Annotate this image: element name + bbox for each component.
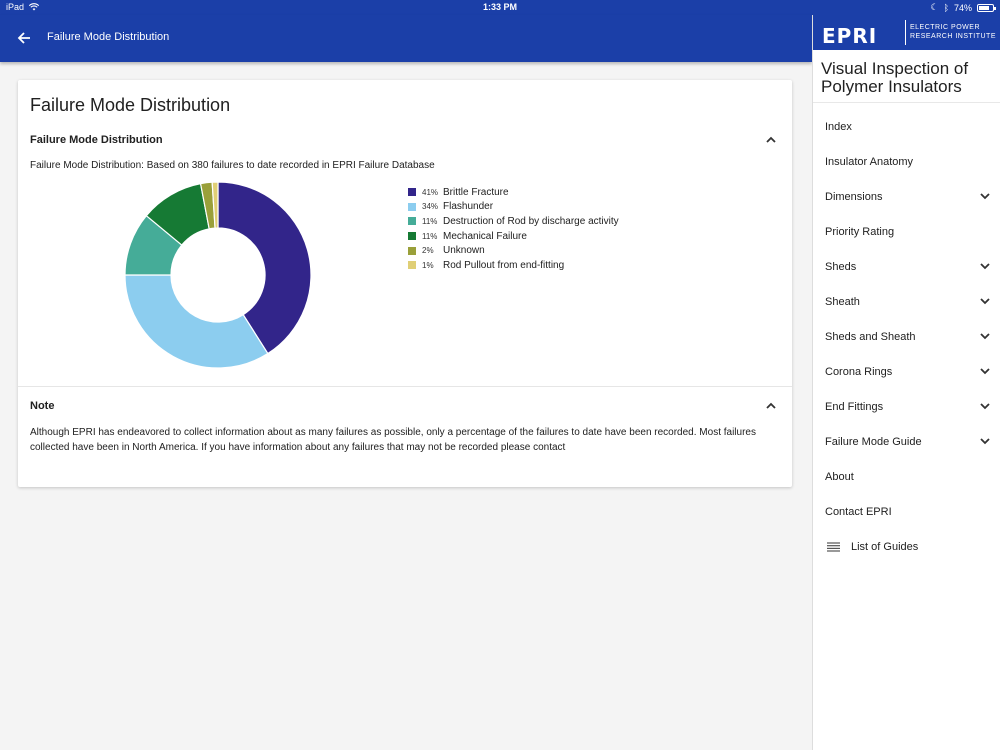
- chevron-up-icon[interactable]: [764, 399, 778, 413]
- nav-item-sheds-and-sheath[interactable]: Sheds and Sheath: [813, 319, 1000, 354]
- brand-header: EPRI ELECTRIC POWER RESEARCH INSTITUTE: [813, 15, 1000, 50]
- nav-item-label: Insulator Anatomy: [825, 155, 914, 168]
- note-title: Note: [30, 400, 55, 412]
- chevron-down-icon[interactable]: [979, 330, 991, 342]
- chevron-up-icon[interactable]: [764, 133, 778, 147]
- arrow-left-icon: [17, 32, 30, 44]
- nav-item-label: Sheath: [825, 295, 860, 308]
- legend-percent: 2%: [422, 246, 434, 256]
- chevron-down-icon[interactable]: [979, 260, 991, 272]
- legend-item: 34% Flashunder: [408, 200, 619, 215]
- nav-item-label: Sheds: [825, 260, 857, 273]
- battery-percent: 74%: [953, 2, 972, 13]
- pie-slice-rod-pullout-from-end-fitting: [211, 181, 219, 229]
- bluetooth-icon: ᛒ: [943, 2, 949, 13]
- moon-icon: ☾: [930, 2, 939, 12]
- nav-item-end-fittings[interactable]: End Fittings: [813, 389, 1000, 424]
- nav-item-index[interactable]: Index: [813, 109, 1000, 144]
- legend-item: 2% Unknown: [408, 243, 619, 258]
- legend-swatch: [408, 217, 416, 226]
- nav-item-label: About: [825, 470, 854, 483]
- logo-subtitle: ELECTRIC POWER RESEARCH INSTITUTE: [910, 23, 996, 41]
- nav-item-dimensions[interactable]: Dimensions: [813, 179, 1000, 214]
- nav-item-label: Failure Mode Guide: [825, 435, 922, 448]
- nav-item-label: Contact EPRI: [825, 505, 892, 518]
- battery-icon: [977, 3, 996, 12]
- nav-item-label: List of Guides: [851, 540, 919, 553]
- wifi-icon: [29, 3, 40, 11]
- legend-label: Flashunder: [443, 201, 494, 213]
- legend-swatch: [408, 232, 416, 241]
- legend-item: 11% Mechanical Failure: [408, 229, 619, 244]
- nav-item-contact-epri[interactable]: Contact EPRI: [813, 494, 1000, 529]
- nav-item-list-of-guides[interactable]: List of Guides: [813, 529, 1000, 564]
- app-title: Visual Inspection of Polymer Insulators: [821, 59, 969, 96]
- legend-swatch: [408, 202, 416, 211]
- drawer-divider: [813, 102, 1000, 103]
- legend-percent: 11%: [422, 216, 438, 226]
- note-text: Although EPRI has endeavored to collect …: [30, 427, 756, 453]
- app-bar-title: Failure Mode Distribution: [47, 31, 170, 43]
- legend-label: Brittle Fracture: [443, 186, 509, 198]
- device-label: iPad: [6, 2, 25, 12]
- chevron-down-icon[interactable]: [979, 400, 991, 412]
- section-title: Failure Mode Distribution: [30, 134, 163, 146]
- legend-percent: 41%: [422, 187, 439, 197]
- chart-legend: 41% Brittle Fracture 34% Flashunder 11% Destr…: [408, 185, 619, 273]
- status-right: ☾ ᛒ 74%: [930, 2, 996, 13]
- legend-item: 11% Destruction of Rod by discharge activ…: [408, 214, 619, 229]
- logo-subtitle-line-1: ELECTRIC POWER: [910, 24, 981, 31]
- legend-item: 1% Rod Pullout from end-fitting: [408, 258, 619, 273]
- legend-swatch: [408, 261, 416, 270]
- legend-label: Unknown: [443, 245, 485, 257]
- legend-percent: 34%: [422, 202, 439, 212]
- status-bar: iPad 1:33 PM ☾ ᛒ 74%: [0, 0, 1000, 15]
- card-heading: Failure Mode Distribution: [30, 95, 231, 115]
- nav-item-insulator-anatomy[interactable]: Insulator Anatomy: [813, 144, 1000, 179]
- battery-level: [979, 5, 989, 10]
- status-time: 1:33 PM: [482, 2, 517, 12]
- pie-slice-brittle-fracture: [217, 181, 312, 355]
- chevron-down-icon[interactable]: [979, 190, 991, 202]
- status-left: iPad: [6, 2, 40, 12]
- nav-drawer: EPRI ELECTRIC POWER RESEARCH INSTITUTE V…: [812, 15, 1000, 750]
- nav-item-sheds[interactable]: Sheds: [813, 249, 1000, 284]
- legend-swatch: [408, 188, 416, 197]
- epri-logo: EPRI: [822, 24, 878, 48]
- nav-item-priority-rating[interactable]: Priority Rating: [813, 214, 1000, 249]
- logo-divider: [905, 20, 906, 45]
- logo-subtitle-line-2: RESEARCH INSTITUTE: [910, 33, 997, 40]
- chart-description: Failure Mode Distribution: Based on 380 …: [30, 160, 435, 171]
- legend-swatch: [408, 246, 416, 255]
- back-button[interactable]: [14, 28, 34, 48]
- nav-item-label: Sheds and Sheath: [825, 330, 916, 343]
- legend-percent: 11%: [422, 231, 438, 241]
- section-divider: [18, 386, 792, 387]
- nav-list: Index Insulator Anatomy Dimensions Priority…: [813, 109, 1000, 564]
- nav-item-label: Priority Rating: [825, 225, 895, 238]
- app-bar: Failure Mode Distribution: [0, 15, 812, 62]
- nav-item-label: Index: [825, 120, 852, 133]
- nav-item-sheath[interactable]: Sheath: [813, 284, 1000, 319]
- content-card: Failure Mode Distribution Failure Mode D…: [18, 80, 792, 487]
- pie-slice-flashunder: [124, 274, 269, 369]
- nav-item-corona-rings[interactable]: Corona Rings: [813, 354, 1000, 389]
- legend-item: 41% Brittle Fracture: [408, 185, 619, 200]
- list-icon: [827, 541, 840, 552]
- chevron-down-icon[interactable]: [979, 435, 991, 447]
- legend-label: Destruction of Rod by discharge activity: [443, 215, 619, 227]
- nav-item-label: Dimensions: [825, 190, 883, 203]
- nav-item-about[interactable]: About: [813, 459, 1000, 494]
- nav-item-failure-mode-guide[interactable]: Failure Mode Guide: [813, 424, 1000, 459]
- nav-item-label: End Fittings: [825, 400, 884, 413]
- chevron-down-icon[interactable]: [979, 295, 991, 307]
- legend-label: Rod Pullout from end-fitting: [443, 259, 565, 271]
- legend-label: Mechanical Failure: [443, 230, 527, 242]
- nav-item-label: Corona Rings: [825, 365, 893, 378]
- legend-percent: 1%: [422, 260, 434, 270]
- chevron-down-icon[interactable]: [979, 365, 991, 377]
- donut-chart: [124, 181, 312, 369]
